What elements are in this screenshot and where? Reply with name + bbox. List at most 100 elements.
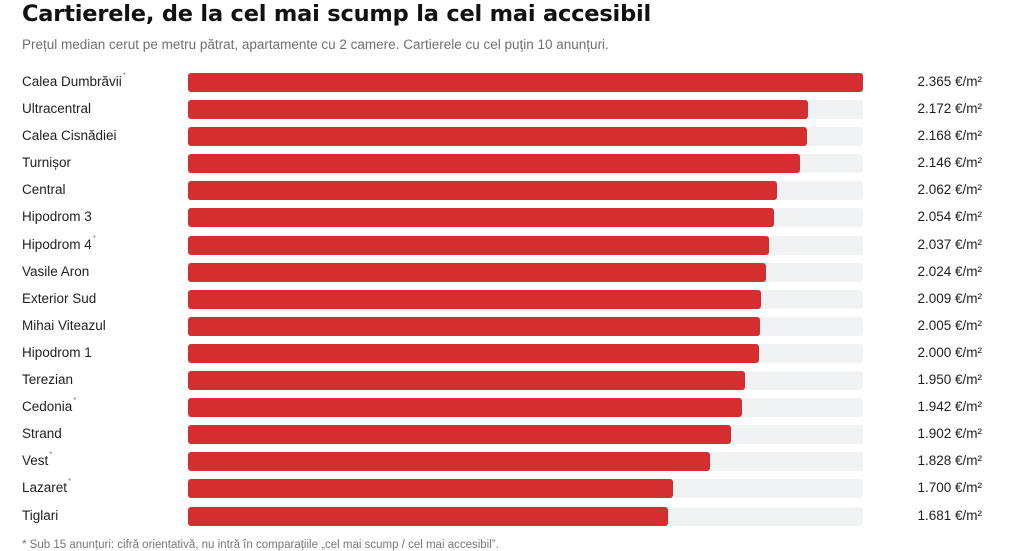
category-label-text: Calea Cisnădiei [22, 128, 117, 144]
footnote-marker: * [68, 477, 72, 487]
chart-row: Hipodrom 3 2.054 €/m² [0, 204, 1024, 231]
value-label: 1.700 €/m² [917, 480, 982, 496]
bar-track [188, 181, 863, 201]
category-label: Cedonia* [22, 396, 77, 415]
bar-track [188, 371, 863, 391]
bar [188, 452, 710, 472]
footnote-marker: * [122, 71, 126, 80]
chart-row: Central 2.062 €/m² [0, 177, 1024, 204]
category-label-text: Hipodrom 3 [22, 209, 92, 225]
chart-row: Cedonia* 1.942 €/m² [0, 394, 1024, 421]
category-label-text: Cedonia [22, 399, 73, 415]
chart-row: Hipodrom 4* 2.037 €/m² [0, 232, 1024, 259]
footnote-marker: * [49, 450, 53, 460]
category-label: Central [22, 182, 66, 197]
value-label: 2.054 €/m² [917, 209, 982, 225]
bar-track [188, 100, 863, 120]
footnote-marker: * [73, 396, 77, 406]
category-label: Lazaret* [22, 477, 72, 496]
bar-track [188, 289, 863, 309]
chart-footnote: * Sub 15 anunțuri: cifră orientativă, nu… [22, 539, 499, 551]
chart-row: Calea Cisnădiei 2.168 €/m² [0, 123, 1024, 150]
category-label: Calea Cisnădiei [22, 128, 117, 143]
bar-track [188, 425, 863, 445]
category-label: Vest* [22, 450, 53, 469]
category-label: Hipodrom 3 [22, 209, 92, 224]
bar [188, 181, 777, 201]
chart-row: Calea Dumbrăvii* 2.365 €/m² [0, 69, 1024, 96]
bar-track [188, 343, 863, 363]
value-label: 2.168 €/m² [917, 128, 982, 144]
value-label: 2.172 €/m² [917, 101, 982, 117]
bar-track [188, 316, 863, 336]
value-label: 1.942 €/m² [917, 399, 982, 415]
bar [188, 127, 807, 147]
category-label: Vasile Aron [22, 264, 89, 279]
bar-track [188, 73, 863, 92]
chart-row: Vest* 1.828 €/m² [0, 448, 1024, 475]
category-label: Strand [22, 426, 62, 441]
bar [188, 289, 762, 309]
value-label: 2.000 €/m² [917, 344, 982, 360]
chart-row: Hipodrom 1 2.000 €/m² [0, 340, 1024, 367]
value-label: 2.146 €/m² [917, 155, 982, 171]
category-label-text: Lazaret [22, 480, 68, 496]
category-label-text: Hipodrom 4 [22, 236, 92, 252]
bar-track [188, 208, 863, 228]
bar [188, 398, 743, 418]
chart-row: Mihai Viteazul 2.005 €/m² [0, 313, 1024, 340]
bar-track [188, 154, 863, 174]
bar-track [188, 398, 863, 418]
category-label: Calea Dumbrăvii* [22, 71, 126, 89]
value-label: 1.950 €/m² [917, 372, 982, 388]
category-label-text: Vasile Aron [22, 263, 90, 279]
bar [188, 371, 745, 391]
category-label: Turnișor [22, 155, 71, 170]
chart-row: Turnișor 2.146 €/m² [0, 150, 1024, 177]
value-label: 2.009 €/m² [917, 290, 982, 306]
category-label-text: Tiglari [22, 507, 59, 523]
bar-track [188, 127, 863, 147]
bar [188, 425, 731, 445]
footnote-marker: * [92, 233, 96, 243]
value-label: 2.365 €/m² [917, 74, 982, 89]
chart-row: Lazaret* 1.700 €/m² [0, 475, 1024, 502]
chart-row: Tiglari 1.681 €/m² [0, 503, 1024, 530]
category-label: Hipodrom 4* [22, 233, 96, 252]
category-label-text: Hipodrom 1 [22, 344, 92, 360]
category-label: Terezian [22, 372, 73, 387]
bar [188, 262, 766, 282]
chart-row: Vasile Aron 2.024 €/m² [0, 259, 1024, 286]
chart-subtitle: Prețul median cerut pe metru pătrat, apa… [22, 37, 609, 52]
value-label: 1.828 €/m² [917, 453, 982, 469]
bar [188, 479, 674, 499]
category-label-text: Exterior Sud [22, 290, 97, 306]
bar-track [188, 262, 863, 282]
category-label: Hipodrom 1 [22, 345, 92, 360]
bar-track [188, 235, 863, 255]
bar [188, 154, 801, 174]
chart-row: Terezian 1.950 €/m² [0, 367, 1024, 394]
chart-row: Ultracentral 2.172 €/m² [0, 96, 1024, 123]
bar [188, 506, 668, 526]
bar [188, 316, 761, 336]
value-label: 2.037 €/m² [917, 236, 982, 252]
chart-row: Strand 1.902 €/m² [0, 421, 1024, 448]
value-label: 1.902 €/m² [917, 426, 982, 442]
category-label-text: Mihai Viteazul [22, 317, 106, 333]
category-label: Exterior Sud [22, 291, 96, 306]
category-label: Tiglari [22, 508, 58, 523]
category-label-text: Vest [22, 453, 49, 469]
value-label: 2.062 €/m² [917, 182, 982, 198]
category-label-text: Terezian [22, 372, 74, 388]
bar [188, 100, 808, 120]
value-label: 1.681 €/m² [917, 507, 982, 523]
chart-title: Cartierele, de la cel mai scump la cel m… [22, 1, 652, 27]
category-label-text: Turnișor [22, 155, 72, 171]
category-label-text: Strand [22, 426, 62, 442]
bar [188, 343, 759, 363]
bar-track [188, 479, 863, 499]
bar-chart: Calea Dumbrăvii* 2.365 €/m² Ultracentral 2.… [0, 69, 1024, 530]
category-label: Ultracentral [22, 101, 91, 116]
value-label: 2.005 €/m² [917, 317, 982, 333]
